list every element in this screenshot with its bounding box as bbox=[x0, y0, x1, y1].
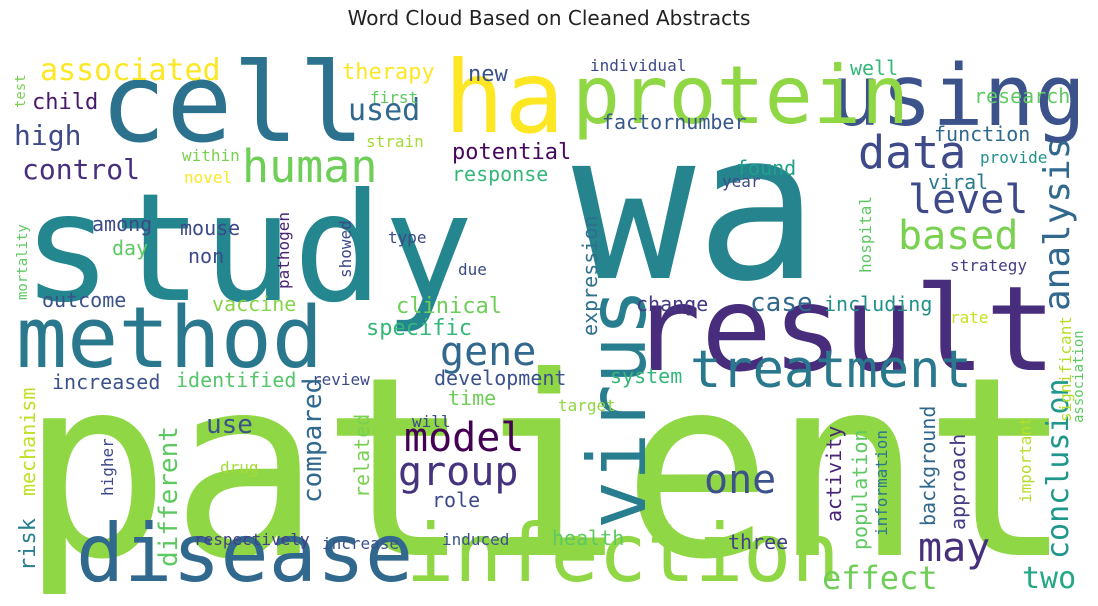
word-using: using bbox=[830, 48, 1086, 146]
word-gene: gene bbox=[440, 329, 537, 375]
word-effect: effect bbox=[822, 559, 938, 594]
word-association: association bbox=[1071, 330, 1086, 423]
word-wa: wa bbox=[572, 89, 819, 327]
word-mechanism: mechanism bbox=[16, 387, 40, 496]
word-response: response bbox=[452, 162, 549, 186]
word-used: used bbox=[348, 93, 421, 128]
word-cell: cell bbox=[100, 48, 365, 167]
word-therapy: therapy bbox=[342, 60, 435, 85]
word-strategy: strategy bbox=[950, 256, 1028, 275]
word-outcome: outcome bbox=[42, 288, 127, 312]
word-treatment: treatment bbox=[690, 340, 972, 400]
word-pathogen: pathogen bbox=[274, 211, 293, 289]
word-may: may bbox=[918, 525, 991, 571]
word-population: population bbox=[848, 429, 872, 550]
word-associated: associated bbox=[40, 53, 221, 88]
word-model: model bbox=[404, 415, 525, 461]
word-hospital: hospital bbox=[856, 195, 875, 273]
word-research: research bbox=[974, 84, 1071, 108]
word-non: non bbox=[188, 244, 225, 268]
word-infection: infection bbox=[406, 507, 840, 594]
word-increase: increase bbox=[322, 534, 400, 553]
word-result: result bbox=[630, 260, 1057, 398]
word-level: level bbox=[908, 177, 1029, 223]
word-risk: risk bbox=[16, 518, 41, 571]
word-three: three bbox=[728, 530, 789, 554]
word-human: human bbox=[242, 140, 378, 193]
word-protein: protein bbox=[572, 49, 910, 142]
word-two: two bbox=[1022, 561, 1077, 594]
word-including: including bbox=[824, 292, 933, 316]
word-data: data bbox=[858, 126, 967, 179]
word-development: development bbox=[434, 366, 567, 390]
word-review: review bbox=[312, 370, 370, 389]
word-new: new bbox=[468, 62, 508, 87]
word-vaccine: vaccine bbox=[212, 292, 297, 316]
page-title: Word Cloud Based on Cleaned Abstracts bbox=[347, 6, 751, 30]
word-higher: higher bbox=[98, 438, 117, 496]
word-one: one bbox=[704, 457, 777, 503]
word-mortality: mortality bbox=[15, 224, 31, 300]
word-strain: strain bbox=[366, 132, 424, 151]
word-due: due bbox=[458, 260, 487, 279]
word-clinical: clinical bbox=[396, 294, 502, 319]
word-health: health bbox=[552, 526, 625, 550]
word-disease: disease bbox=[76, 507, 414, 594]
word-method: method bbox=[16, 289, 324, 388]
word-mouse: mouse bbox=[180, 216, 241, 240]
word-induced: induced bbox=[442, 530, 510, 549]
word-within: within bbox=[182, 146, 240, 165]
word-role: role bbox=[432, 488, 481, 512]
word-compared: compared bbox=[298, 377, 328, 503]
word-high: high bbox=[14, 119, 82, 152]
word-different: different bbox=[154, 426, 184, 567]
word-study: study bbox=[22, 162, 474, 336]
word-related: related bbox=[350, 413, 374, 498]
word-system: system bbox=[610, 364, 683, 388]
word-day: day bbox=[112, 236, 149, 260]
word-test: test bbox=[13, 74, 29, 108]
word-patient: patient bbox=[20, 323, 1074, 594]
word-factornumber: factornumber bbox=[602, 110, 747, 134]
word-year: year bbox=[722, 172, 761, 191]
word-will: will bbox=[412, 412, 451, 431]
word-use: use bbox=[206, 410, 253, 440]
word-information: information bbox=[872, 430, 891, 536]
word-found: found bbox=[736, 156, 797, 180]
word-ha: ha bbox=[444, 48, 565, 156]
word-novel: novel bbox=[184, 168, 233, 187]
word-target: target bbox=[558, 396, 616, 415]
word-well: well bbox=[850, 56, 899, 80]
word-change: change bbox=[636, 292, 709, 316]
word-type: type bbox=[388, 228, 427, 247]
word-provide: provide bbox=[980, 148, 1048, 167]
word-activity: activity bbox=[822, 425, 846, 522]
word-based: based bbox=[898, 213, 1019, 259]
word-child: child bbox=[32, 90, 99, 115]
word-increased: increased bbox=[52, 370, 161, 394]
word-function: function bbox=[934, 122, 1031, 146]
word-group: group bbox=[398, 449, 519, 495]
word-time: time bbox=[448, 386, 497, 410]
word-identified: identified bbox=[176, 368, 297, 392]
word-control: control bbox=[22, 153, 141, 186]
word-background: background bbox=[916, 405, 940, 526]
word-potential: potential bbox=[452, 140, 572, 165]
word-rate: rate bbox=[950, 308, 989, 327]
word-respectively: respectively bbox=[194, 530, 310, 549]
word-specific: specific bbox=[366, 316, 472, 341]
word-first: first bbox=[370, 88, 419, 107]
word-viral: viral bbox=[928, 170, 989, 194]
word-important: important bbox=[1016, 416, 1035, 503]
word-showed: showed bbox=[336, 220, 355, 278]
word-expression: expression bbox=[578, 215, 602, 336]
word-among: among bbox=[92, 212, 153, 236]
word-approach: approach bbox=[946, 433, 970, 530]
word-case: case bbox=[750, 288, 813, 318]
word-drug: drug bbox=[220, 458, 259, 477]
word-cloud: patient wa study result cell ha using protein me… bbox=[12, 48, 1086, 594]
word-individual: individual bbox=[590, 56, 687, 75]
